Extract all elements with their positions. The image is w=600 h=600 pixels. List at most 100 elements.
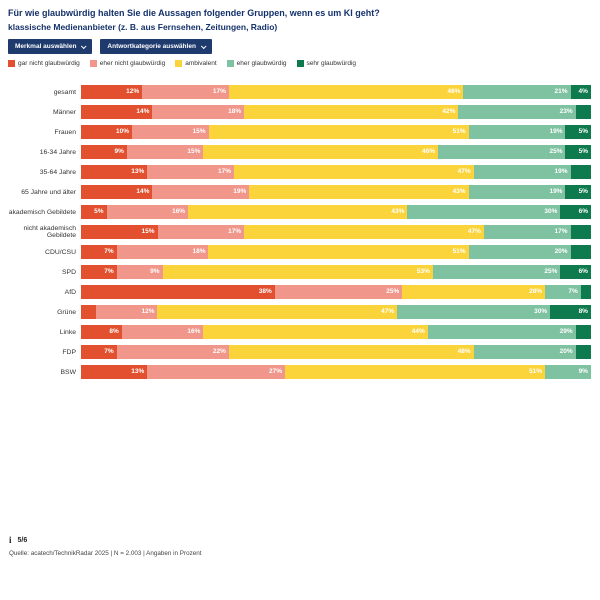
bar-segment: 8% xyxy=(81,325,122,339)
bar-segment: 44% xyxy=(203,325,428,339)
stacked-bar: 9% 15% 46% 25% 5% xyxy=(81,145,591,159)
bar-segment xyxy=(575,345,591,359)
filter-controls: Merkmal auswählen Antwortkategorie auswä… xyxy=(8,39,212,54)
row-label: Männer xyxy=(52,108,76,116)
bar-segment xyxy=(580,285,591,299)
segment-value-label: 47% xyxy=(467,228,481,235)
bar-segment: 29% xyxy=(427,325,576,339)
bar-segment: 17% xyxy=(157,225,245,239)
chart-legend: gar nicht glaubwürdig eher nicht glaubwür… xyxy=(8,60,356,67)
stacked-bar: 5% 16% 43% 30% 6% xyxy=(81,205,591,219)
bar-segment: 4% xyxy=(570,85,591,99)
segment-value-label: 17% xyxy=(212,88,226,95)
segment-value-label: 6% xyxy=(578,268,588,275)
bar-segment xyxy=(570,245,591,259)
row-label: Linke xyxy=(59,328,76,336)
bar-segment: 46% xyxy=(228,85,464,99)
bar-segment: 9% xyxy=(545,365,591,379)
source-note: Quelle: acatech/TechnikRadar 2025 | N = … xyxy=(9,550,202,557)
bar-segment: 23% xyxy=(458,105,576,119)
segment-value-label: 27% xyxy=(268,368,282,375)
stacked-bar: 14% 19% 43% 19% 5% xyxy=(81,185,591,199)
row-label: FDP xyxy=(62,348,76,356)
bar-segment: 14% xyxy=(81,185,153,199)
legend-label: ambivalent xyxy=(185,60,217,67)
segment-value-label: 4% xyxy=(578,88,588,95)
bar-segment: 19% xyxy=(468,125,566,139)
segment-value-label: 7% xyxy=(104,248,114,255)
segment-value-label: 17% xyxy=(554,228,568,235)
legend-label: sehr glaubwürdig xyxy=(306,60,357,67)
antwortkategorie-dropdown-label: Antwortkategorie auswählen xyxy=(107,43,196,50)
stacked-bar: 7% 22% 48% 20% xyxy=(81,345,591,359)
info-icon[interactable]: i xyxy=(9,535,12,545)
legend-item: ambivalent xyxy=(175,60,217,67)
bar-segment: 53% xyxy=(162,265,433,279)
bar-segment: 46% xyxy=(203,145,438,159)
segment-value-label: 10% xyxy=(115,128,129,135)
bar-segment: 9% xyxy=(81,145,127,159)
bar-segment: 6% xyxy=(560,265,591,279)
bar-segment: 51% xyxy=(284,365,546,379)
bar-segment: 30% xyxy=(407,205,561,219)
segment-value-label: 9% xyxy=(578,368,588,375)
segment-value-label: 15% xyxy=(192,128,206,135)
legend-label: eher nicht glaubwürdig xyxy=(99,60,166,67)
segment-value-label: 8% xyxy=(578,308,588,315)
segment-value-label: 17% xyxy=(228,228,242,235)
bar-segment: 47% xyxy=(233,165,474,179)
bar-segment: 51% xyxy=(208,125,469,139)
bar-segment: 21% xyxy=(463,85,571,99)
stacked-bar: 7% 9% 53% 25% 6% xyxy=(81,265,591,279)
bar-segment xyxy=(81,305,97,319)
segment-value-label: 21% xyxy=(554,88,568,95)
legend-item: eher glaubwürdig xyxy=(226,60,287,67)
merkmal-dropdown-button[interactable]: Merkmal auswählen xyxy=(8,39,93,54)
segment-value-label: 43% xyxy=(452,188,466,195)
segment-value-label: 13% xyxy=(131,368,145,375)
bar-segment: 28% xyxy=(402,285,546,299)
segment-value-label: 12% xyxy=(126,88,140,95)
merkmal-dropdown-label: Merkmal auswählen xyxy=(15,43,77,50)
segment-value-label: 25% xyxy=(549,148,563,155)
bar-segment: 47% xyxy=(244,225,484,239)
bar-segment: 15% xyxy=(126,145,204,159)
chart-row: FDP 7% 22% 48% 20% xyxy=(0,342,600,362)
segment-value-label: 7% xyxy=(568,288,578,295)
chevron-down-icon xyxy=(200,42,207,49)
bar-segment: 18% xyxy=(116,245,209,259)
row-label: 16-34 Jahre xyxy=(39,148,76,156)
chart-row: Frauen 10% 15% 51% 19% 5% xyxy=(0,122,600,142)
chart-row: akademisch Gebildete 5% 16% 43% 30% 6% xyxy=(0,202,600,222)
bar-segment: 22% xyxy=(116,345,229,359)
chart-row: Männer 14% 18% 42% 23% xyxy=(0,102,600,122)
antwortkategorie-dropdown-button[interactable]: Antwortkategorie auswählen xyxy=(100,39,212,54)
bar-segment: 25% xyxy=(437,145,566,159)
stacked-bar: 38% 25% 28% 7% xyxy=(81,285,591,299)
bar-segment: 5% xyxy=(565,125,591,139)
stacked-bar: 15% 17% 47% 17% xyxy=(81,225,591,239)
bar-segment: 14% xyxy=(81,105,153,119)
segment-value-label: 8% xyxy=(109,328,119,335)
segment-value-label: 19% xyxy=(549,128,563,135)
bar-segment: 48% xyxy=(228,345,474,359)
segment-value-label: 13% xyxy=(131,168,145,175)
bar-segment: 5% xyxy=(565,145,591,159)
segment-value-label: 51% xyxy=(452,128,466,135)
bar-segment: 13% xyxy=(81,365,148,379)
bar-segment: 7% xyxy=(81,265,117,279)
page-subtitle: klassische Medienanbieter (z. B. aus Fer… xyxy=(8,22,278,32)
legend-swatch-icon xyxy=(89,60,97,67)
legend-item: eher nicht glaubwürdig xyxy=(89,60,166,67)
bar-segment: 12% xyxy=(96,305,158,319)
segment-value-label: 25% xyxy=(386,288,400,295)
footer-info-row: i 5/6 xyxy=(9,535,27,545)
chart-row: Grüne 12% 47% 30% 8% xyxy=(0,302,600,322)
legend-item: gar nicht glaubwürdig xyxy=(8,60,80,67)
segment-value-label: 30% xyxy=(534,308,548,315)
stacked-bar: 14% 18% 42% 23% xyxy=(81,105,591,119)
bar-segment: 9% xyxy=(116,265,163,279)
bar-segment: 25% xyxy=(432,265,561,279)
bar-segment xyxy=(570,225,591,239)
chart-row: nicht akademisch Gebildete 15% 17% 47% 17% xyxy=(0,222,600,242)
